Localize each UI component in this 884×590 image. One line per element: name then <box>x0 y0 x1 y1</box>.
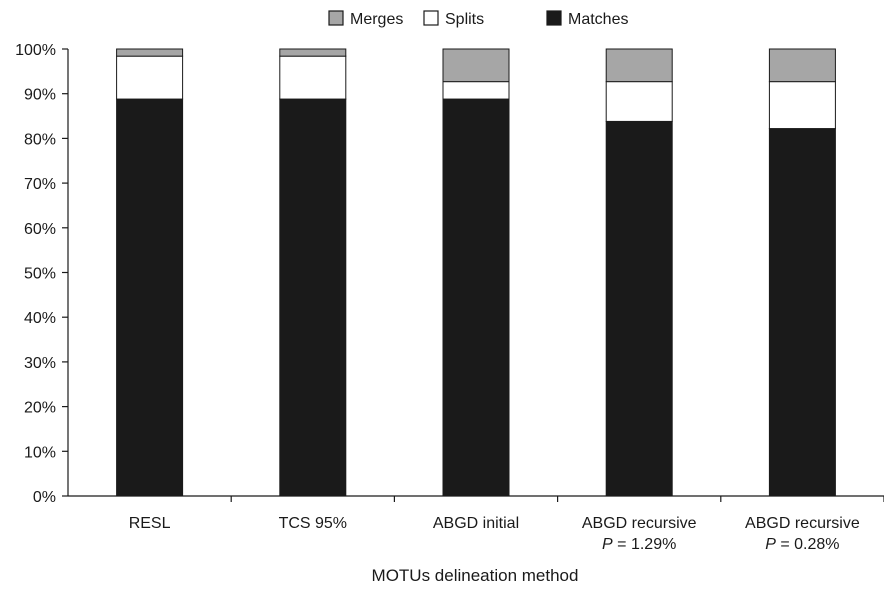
y-tick-label: 40% <box>24 310 56 327</box>
bar-segment-splits <box>116 55 184 100</box>
x-axis-title: MOTUs delineation method <box>372 566 579 585</box>
x-tick-label: TCS 95% <box>279 515 347 532</box>
x-tick-label: ABGD recursive <box>745 515 860 532</box>
p-value-text: = 1.29% <box>613 536 677 553</box>
bar-segment-matches <box>768 128 836 497</box>
x-axis: RESL TCS 95% ABGD initial ABGD recursive P =… <box>68 495 884 553</box>
bar-segment-merges <box>442 48 510 83</box>
y-tick-label: 70% <box>24 176 56 193</box>
y-tick-label: 50% <box>24 266 56 283</box>
y-axis: 0% 10% 20% 30% 40% 50% 60% 70% 80% 90% 100% <box>15 42 69 506</box>
bar-segment-matches <box>279 98 347 497</box>
bar-segment-merges <box>768 48 836 83</box>
y-tick-label: 100% <box>15 42 56 59</box>
y-tick-label: 30% <box>24 355 56 372</box>
bar-segment-matches <box>116 98 184 497</box>
bars <box>116 48 836 497</box>
x-tick-label-line2: P = 1.29% <box>602 536 676 553</box>
x-tick-label-line2: P = 0.28% <box>765 536 839 553</box>
legend-swatch-merges <box>328 10 344 26</box>
p-value-symbol: P <box>602 536 613 553</box>
legend-label-merges: Merges <box>350 11 403 28</box>
y-tick-label: 0% <box>33 489 56 506</box>
bar-segment-matches <box>442 98 510 497</box>
bar-segment-merges <box>116 48 184 57</box>
legend-swatch-matches <box>546 10 562 26</box>
y-tick-label: 10% <box>24 444 56 461</box>
bar-segment-merges <box>605 48 673 83</box>
p-value-symbol: P <box>765 536 776 553</box>
bar-segment-splits <box>768 81 836 130</box>
y-tick-label: 90% <box>24 87 56 104</box>
bar-segment-merges <box>279 48 347 57</box>
legend: Merges Splits Matches <box>328 10 628 28</box>
y-tick-label: 20% <box>24 400 56 417</box>
bar-segment-splits <box>605 81 673 122</box>
bar-segment-matches <box>605 120 673 497</box>
x-tick-label: ABGD initial <box>433 515 519 532</box>
legend-label-matches: Matches <box>568 11 628 28</box>
p-value-text: = 0.28% <box>776 536 840 553</box>
legend-swatch-splits <box>423 10 439 26</box>
legend-label-splits: Splits <box>445 11 484 28</box>
x-tick-label: ABGD recursive <box>582 515 697 532</box>
y-tick-label: 60% <box>24 221 56 238</box>
x-tick-label: RESL <box>129 515 171 532</box>
bar-segment-splits <box>442 81 510 100</box>
y-tick-label: 80% <box>24 131 56 148</box>
bar-segment-splits <box>279 55 347 100</box>
